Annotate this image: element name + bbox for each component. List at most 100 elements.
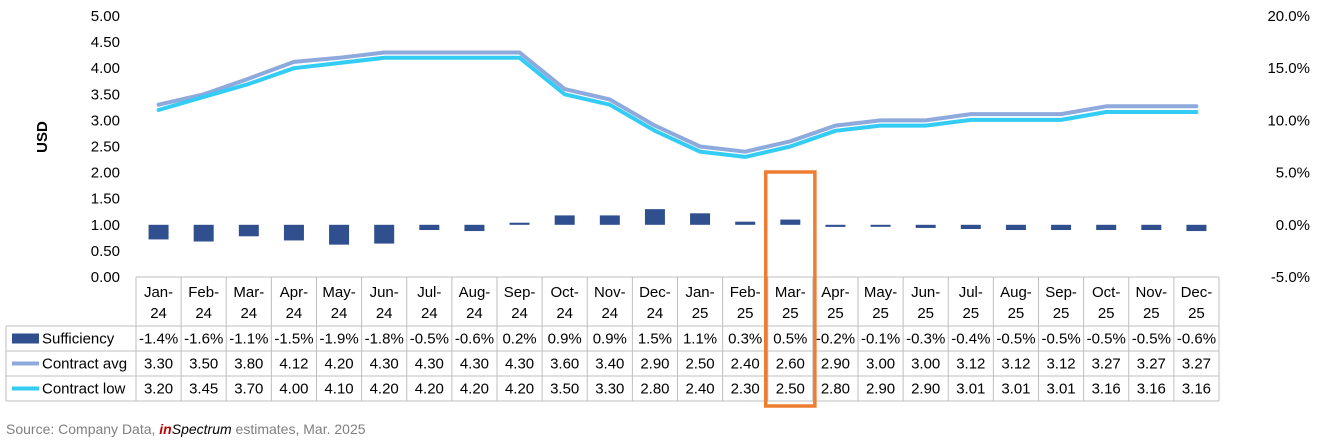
category-label-month: Aug- <box>1000 284 1032 301</box>
data-table-cell: 0.3% <box>728 331 762 348</box>
data-table-cell: -1.4% <box>139 331 178 348</box>
right-axis-tick-label: 10.0% <box>1267 112 1310 129</box>
source-prefix: Source: Company Data, <box>6 421 160 437</box>
legend-key-sufficiency <box>12 333 39 344</box>
category-label-month: Oct- <box>1092 284 1120 301</box>
left-axis-tick-label: 2.50 <box>91 139 120 156</box>
right-axis-tick-label: 0.0% <box>1276 217 1310 234</box>
data-table-cell: -0.5% <box>410 331 449 348</box>
data-table-cell: -0.4% <box>951 331 990 348</box>
data-table-cell: -0.1% <box>861 331 900 348</box>
legend-series-name: Contract low <box>42 381 126 398</box>
data-table-cell: 2.60 <box>776 356 805 373</box>
sufficiency-bar <box>283 224 304 241</box>
data-table-cell: 2.90 <box>866 381 895 398</box>
data-table-cell: 3.16 <box>1182 381 1211 398</box>
data-table-cell: 3.80 <box>234 356 263 373</box>
category-label-year: 25 <box>1008 305 1025 322</box>
data-table-cell: 2.90 <box>911 381 940 398</box>
data-table-cell: -1.9% <box>319 331 358 348</box>
category-label-month: Jan- <box>685 284 714 301</box>
sufficiency-bar <box>780 219 801 225</box>
legend-series-name: Contract avg <box>42 356 127 373</box>
source-suffix: estimates, Mar. 2025 <box>231 421 366 437</box>
category-label-month: Feb- <box>730 284 761 301</box>
sufficiency-bar <box>148 224 169 240</box>
data-table-cell: -0.2% <box>816 331 855 348</box>
category-label-month: Apr- <box>821 284 849 301</box>
data-table-cell: 4.10 <box>324 381 353 398</box>
left-axis-tick-label: 1.50 <box>91 191 120 208</box>
category-label-month: Apr- <box>280 284 308 301</box>
data-table-cell: 4.20 <box>505 381 534 398</box>
data-table-cell: -0.6% <box>455 331 494 348</box>
right-axis-tick-label: 5.0% <box>1276 165 1310 182</box>
data-table-cell: 0.9% <box>593 331 627 348</box>
source-brand-spectrum: Spectrum <box>171 421 232 437</box>
data-table-cell: 3.30 <box>595 381 624 398</box>
category-label-year: 24 <box>376 305 393 322</box>
category-label-month: Sep- <box>1045 284 1077 301</box>
source-brand-in: in <box>159 421 172 437</box>
sufficiency-bar <box>644 209 665 225</box>
category-label-year: 24 <box>647 305 664 322</box>
data-table-cell: 0.9% <box>548 331 582 348</box>
data-table-cell: 4.30 <box>370 356 399 373</box>
legend-series-name: Sufficiency <box>42 331 115 348</box>
category-label-year: 25 <box>1098 305 1115 322</box>
data-table-cell: 3.27 <box>1092 356 1121 373</box>
category-label-year: 25 <box>782 305 799 322</box>
data-table-cell: 2.80 <box>640 381 669 398</box>
data-table-cell: 3.00 <box>866 356 895 373</box>
left-axis-tick-label: 4.00 <box>91 60 120 77</box>
data-table-cell: 0.5% <box>773 331 807 348</box>
data-table-cell: 3.30 <box>144 356 173 373</box>
data-table-cell: 1.1% <box>683 331 717 348</box>
category-label-year: 25 <box>962 305 979 322</box>
category-label-month: May- <box>322 284 355 301</box>
y-axis-label: USD <box>34 121 51 153</box>
data-table-cell: -0.3% <box>906 331 945 348</box>
data-table-cell: 3.12 <box>956 356 985 373</box>
sufficiency-bar <box>599 215 620 225</box>
category-label-year: 24 <box>195 305 212 322</box>
data-table-cell: 3.70 <box>234 381 263 398</box>
right-axis-tick-label: 20.0% <box>1267 8 1310 25</box>
data-table-cell: -1.8% <box>365 331 404 348</box>
data-table-cell: -0.5% <box>996 331 1035 348</box>
data-table-cell: -0.5% <box>1087 331 1126 348</box>
category-label-month: Feb- <box>188 284 219 301</box>
category-label-month: Jun- <box>370 284 399 301</box>
left-axis-tick-label: 3.00 <box>91 112 120 129</box>
category-label-year: 25 <box>1143 305 1160 322</box>
sufficiency-bar <box>509 222 530 225</box>
data-table-cell: 2.50 <box>685 356 714 373</box>
sufficiency-bar <box>870 224 891 227</box>
highlight-box <box>764 170 817 408</box>
right-axis-tick-label: -5.0% <box>1271 269 1310 286</box>
data-table-cell: 3.01 <box>956 381 985 398</box>
data-table-cell: 3.01 <box>1001 381 1030 398</box>
category-label-year: 24 <box>601 305 618 322</box>
sufficiency-bar <box>238 224 259 237</box>
data-table-cell: 2.90 <box>640 356 669 373</box>
sufficiency-bar <box>1005 224 1026 231</box>
category-label-month: Nov- <box>594 284 626 301</box>
left-axis-tick-label: 2.00 <box>91 165 120 182</box>
sufficiency-bar <box>1141 224 1162 231</box>
category-label-year: 25 <box>917 305 934 322</box>
left-axis-tick-label: 0.00 <box>91 269 120 286</box>
category-label-month: Dec- <box>1181 284 1213 301</box>
data-table-cell: 3.45 <box>189 381 218 398</box>
data-table-cell: -0.5% <box>1041 331 1080 348</box>
sufficiency-bar <box>915 224 936 228</box>
category-label-year: 24 <box>331 305 348 322</box>
data-table-cell: 3.27 <box>1137 356 1166 373</box>
category-label-year: 25 <box>1188 305 1205 322</box>
sufficiency-bar <box>329 224 350 245</box>
sufficiency-bar <box>960 224 981 229</box>
sufficiency-bar <box>374 224 395 244</box>
data-table-cell: 2.80 <box>821 381 850 398</box>
sufficiency-bar <box>193 224 214 242</box>
category-label-year: 24 <box>556 305 573 322</box>
